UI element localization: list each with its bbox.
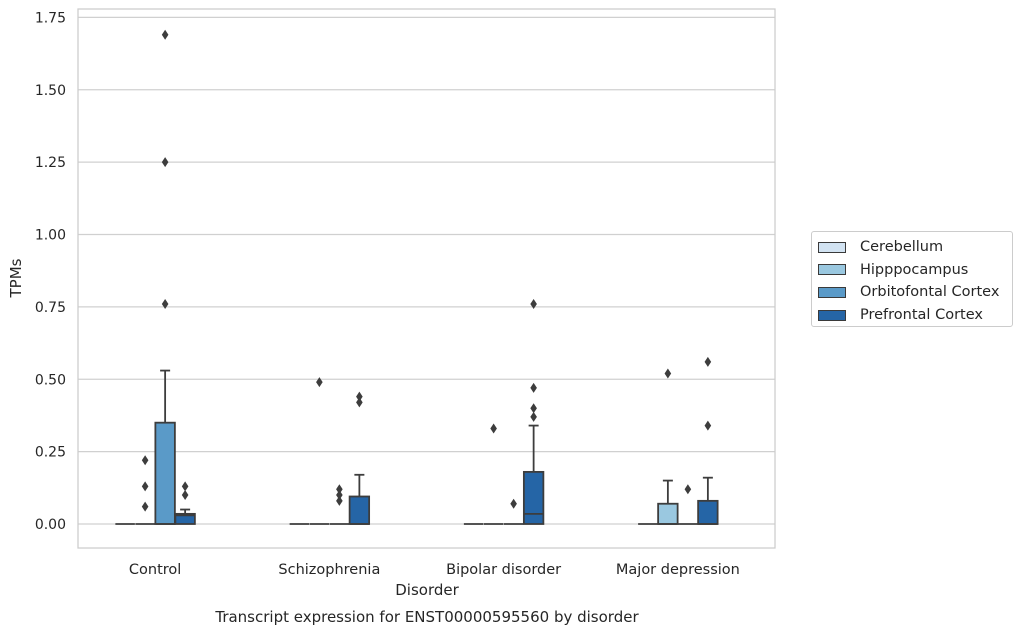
y-axis-label: TPMs (7, 258, 25, 298)
outlier-point (161, 298, 169, 309)
plot-marks (115, 29, 719, 525)
outlier-point (704, 420, 712, 431)
plot-frame (77, 8, 776, 549)
x-tick-label: Bipolar disorder (446, 562, 561, 578)
y-tick-label: 0.25 (35, 445, 66, 461)
outlier-point (510, 498, 517, 509)
box-hipppocampus (135, 455, 155, 525)
outlier-point (336, 484, 343, 495)
box-hipppocampus (657, 368, 679, 525)
chart-caption: Transcript expression for ENST0000059556… (214, 608, 639, 626)
y-tick-label: 1.75 (35, 10, 66, 26)
outlier-point (356, 391, 363, 402)
legend-swatch (818, 264, 846, 276)
outlier-point (490, 423, 497, 434)
box-orbitofontal-cortex (678, 484, 698, 525)
legend-label: Prefrontal Cortex (860, 307, 983, 324)
x-axis-label: Disorder (395, 581, 459, 599)
legend-item: Hipppocampus (812, 259, 1012, 282)
y-tick-label: 1.00 (35, 228, 66, 244)
legend-swatch (818, 241, 846, 253)
box-rect (348, 495, 371, 525)
box-orbitofontal-cortex (154, 29, 176, 525)
y-tick-label: 0.75 (35, 300, 66, 316)
x-tick-label: Control (129, 562, 181, 578)
box-rect (522, 470, 545, 525)
box-prefrontal-cortex (697, 356, 719, 525)
box-rect (154, 421, 176, 525)
box-rect (657, 502, 679, 525)
box-rect (174, 512, 196, 525)
x-tick-label: Major depression (616, 562, 740, 578)
legend-label: Orbitofontal Cortex (860, 284, 1000, 301)
outlier-point (356, 397, 363, 408)
legend-item: Cerebellum (812, 236, 1012, 259)
outlier-point (530, 298, 537, 309)
box-orbitofontal-cortex (503, 498, 524, 525)
legend: Cerebellum Hipppocampus Orbitofontal Corte… (811, 231, 1013, 327)
legend-swatch (818, 286, 846, 298)
outlier-point (141, 455, 149, 466)
outlier-point (161, 29, 169, 40)
outlier-point (336, 495, 343, 506)
outlier-point (181, 490, 189, 501)
outlier-point (704, 356, 712, 367)
y-tick-labels: 0.00 0.25 0.50 0.75 1.00 1.25 1.50 1.75 (35, 10, 66, 533)
box-hipppocampus (483, 423, 504, 525)
outlier-point (530, 382, 537, 393)
box-rect (697, 499, 719, 525)
outlier-point (530, 411, 537, 422)
legend-label: Cerebellum (860, 239, 944, 256)
y-tick-label: 0.50 (35, 372, 66, 388)
outlier-point (141, 501, 149, 512)
outlier-point (181, 481, 189, 492)
box-hipppocampus (309, 377, 330, 525)
legend-item: Prefrontal Cortex (812, 304, 1012, 327)
x-tick-label: Schizophrenia (278, 562, 380, 578)
legend-item: Orbitofontal Cortex (812, 281, 1012, 304)
legend-swatch (818, 309, 846, 321)
outlier-point (316, 377, 323, 388)
outlier-point (161, 157, 169, 168)
outlier-point (664, 368, 672, 379)
y-tick-label: 0.00 (35, 517, 66, 533)
box-prefrontal-cortex (174, 481, 196, 525)
outlier-point (684, 484, 692, 495)
y-tick-label: 1.25 (35, 155, 66, 171)
grid-lines (78, 16, 775, 525)
x-tick-labels: Control Schizophrenia Bipolar disorder Majo… (129, 562, 740, 578)
box-orbitofontal-cortex (329, 484, 350, 525)
box-prefrontal-cortex (522, 298, 545, 525)
outlier-point (336, 490, 343, 501)
box-prefrontal-cortex (348, 391, 371, 525)
legend-label: Hipppocampus (860, 261, 969, 278)
outlier-point (530, 403, 537, 414)
outlier-point (141, 481, 149, 492)
y-tick-label: 1.50 (35, 83, 66, 99)
